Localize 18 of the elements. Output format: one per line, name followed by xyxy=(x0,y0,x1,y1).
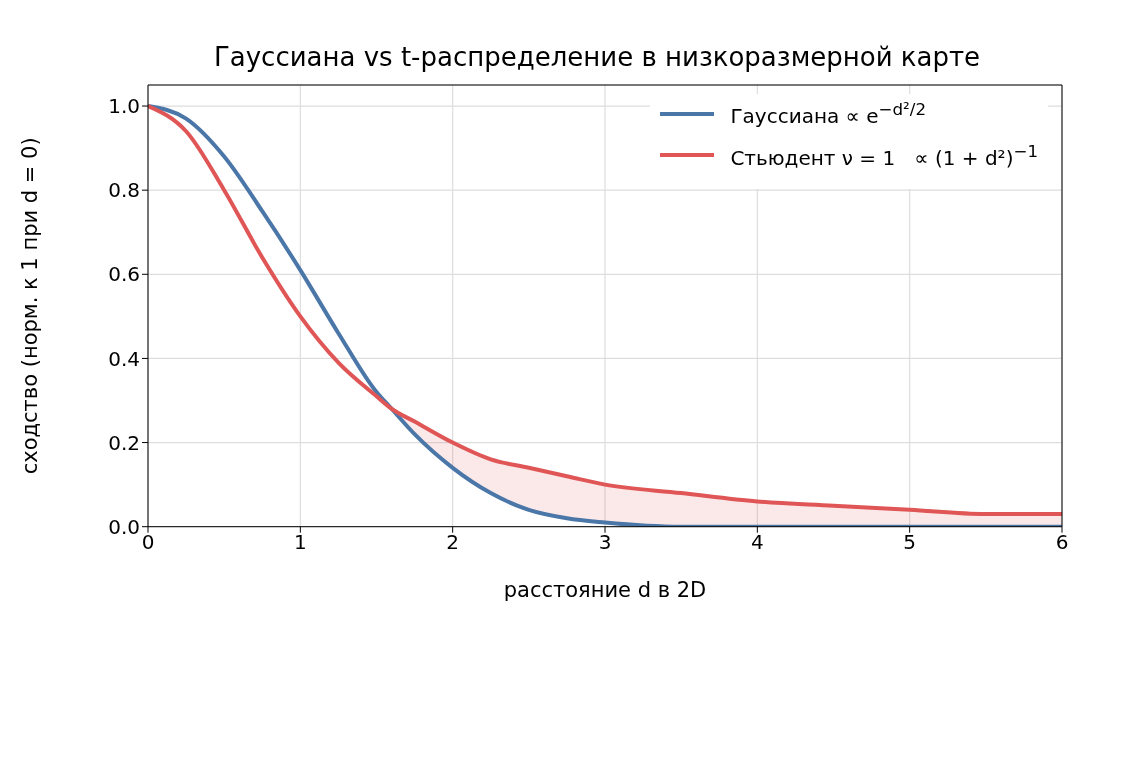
x-axis-title: расстояние d в 2D xyxy=(503,577,707,602)
y-tick-label: 0.6 xyxy=(108,262,140,287)
x-tick-label: 2 xyxy=(446,529,460,554)
chart-title: Гауссиана vs t-распределение в низкоразмерной карте xyxy=(212,42,982,72)
x-tick-label: 0 xyxy=(141,529,155,554)
y-axis-title: сходство (норм. к 1 при d = 0) xyxy=(18,137,43,475)
y-tick-label: 0.0 xyxy=(108,514,140,539)
legend-label: Гауссиана ∝ e$^{−d²/2}$ xyxy=(730,100,926,128)
x-tick-label: 4 xyxy=(750,529,764,554)
x-tick-label: 5 xyxy=(903,529,917,554)
x-tick-label: 1 xyxy=(293,529,307,554)
y-tick-label: 0.4 xyxy=(108,346,140,371)
y-tick-label: 1.0 xyxy=(108,94,140,119)
x-tick-label: 6 xyxy=(1055,529,1069,554)
legend-label: Стьюдент ν = 1 ∝ (1 + d²)$^{−1}$ xyxy=(730,141,1038,170)
x-tick-label: 3 xyxy=(598,529,612,554)
y-tick-label: 0.2 xyxy=(108,430,140,455)
y-tick-label: 0.8 xyxy=(108,178,140,203)
